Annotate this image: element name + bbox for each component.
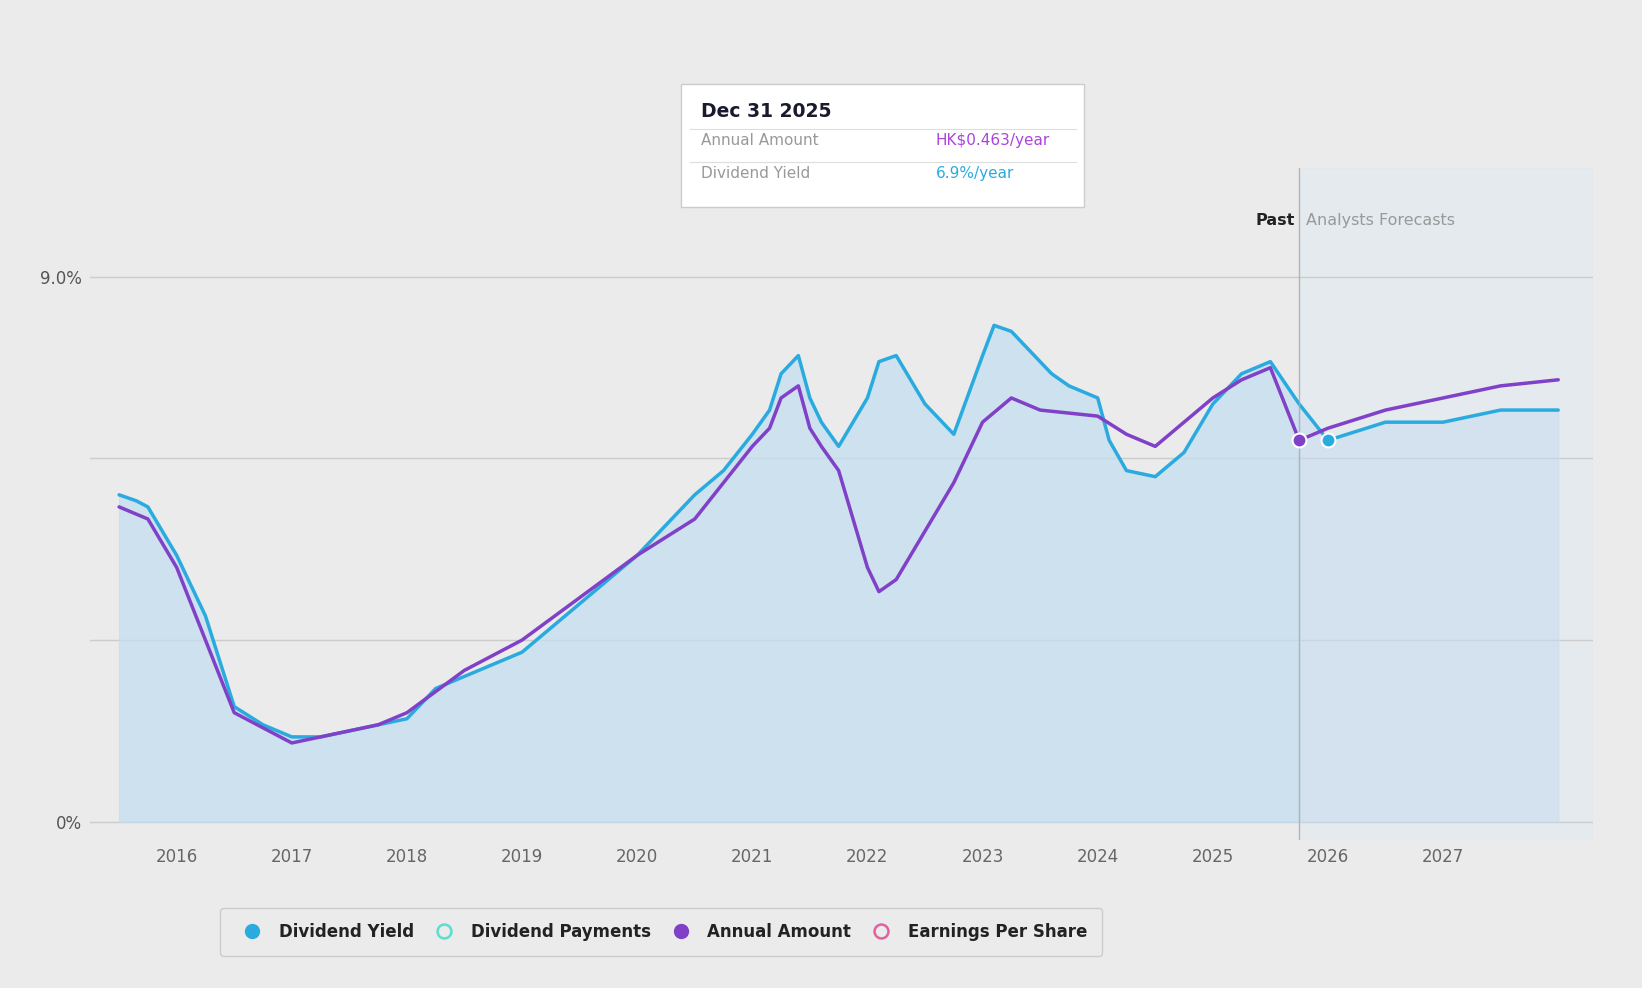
Text: Annual Amount: Annual Amount [701, 133, 819, 148]
Text: Dividend Yield: Dividend Yield [701, 166, 811, 181]
Text: HK$0.463/year: HK$0.463/year [936, 133, 1051, 148]
Bar [1299, 168, 1593, 840]
Text: Past: Past [1254, 213, 1294, 228]
Text: Dec 31 2025: Dec 31 2025 [701, 102, 831, 121]
Text: 6.9%/year: 6.9%/year [936, 166, 1015, 181]
Text: Analysts Forecasts: Analysts Forecasts [1305, 213, 1455, 228]
Legend: Dividend Yield, Dividend Payments, Annual Amount, Earnings Per Share: Dividend Yield, Dividend Payments, Annua… [220, 908, 1102, 955]
